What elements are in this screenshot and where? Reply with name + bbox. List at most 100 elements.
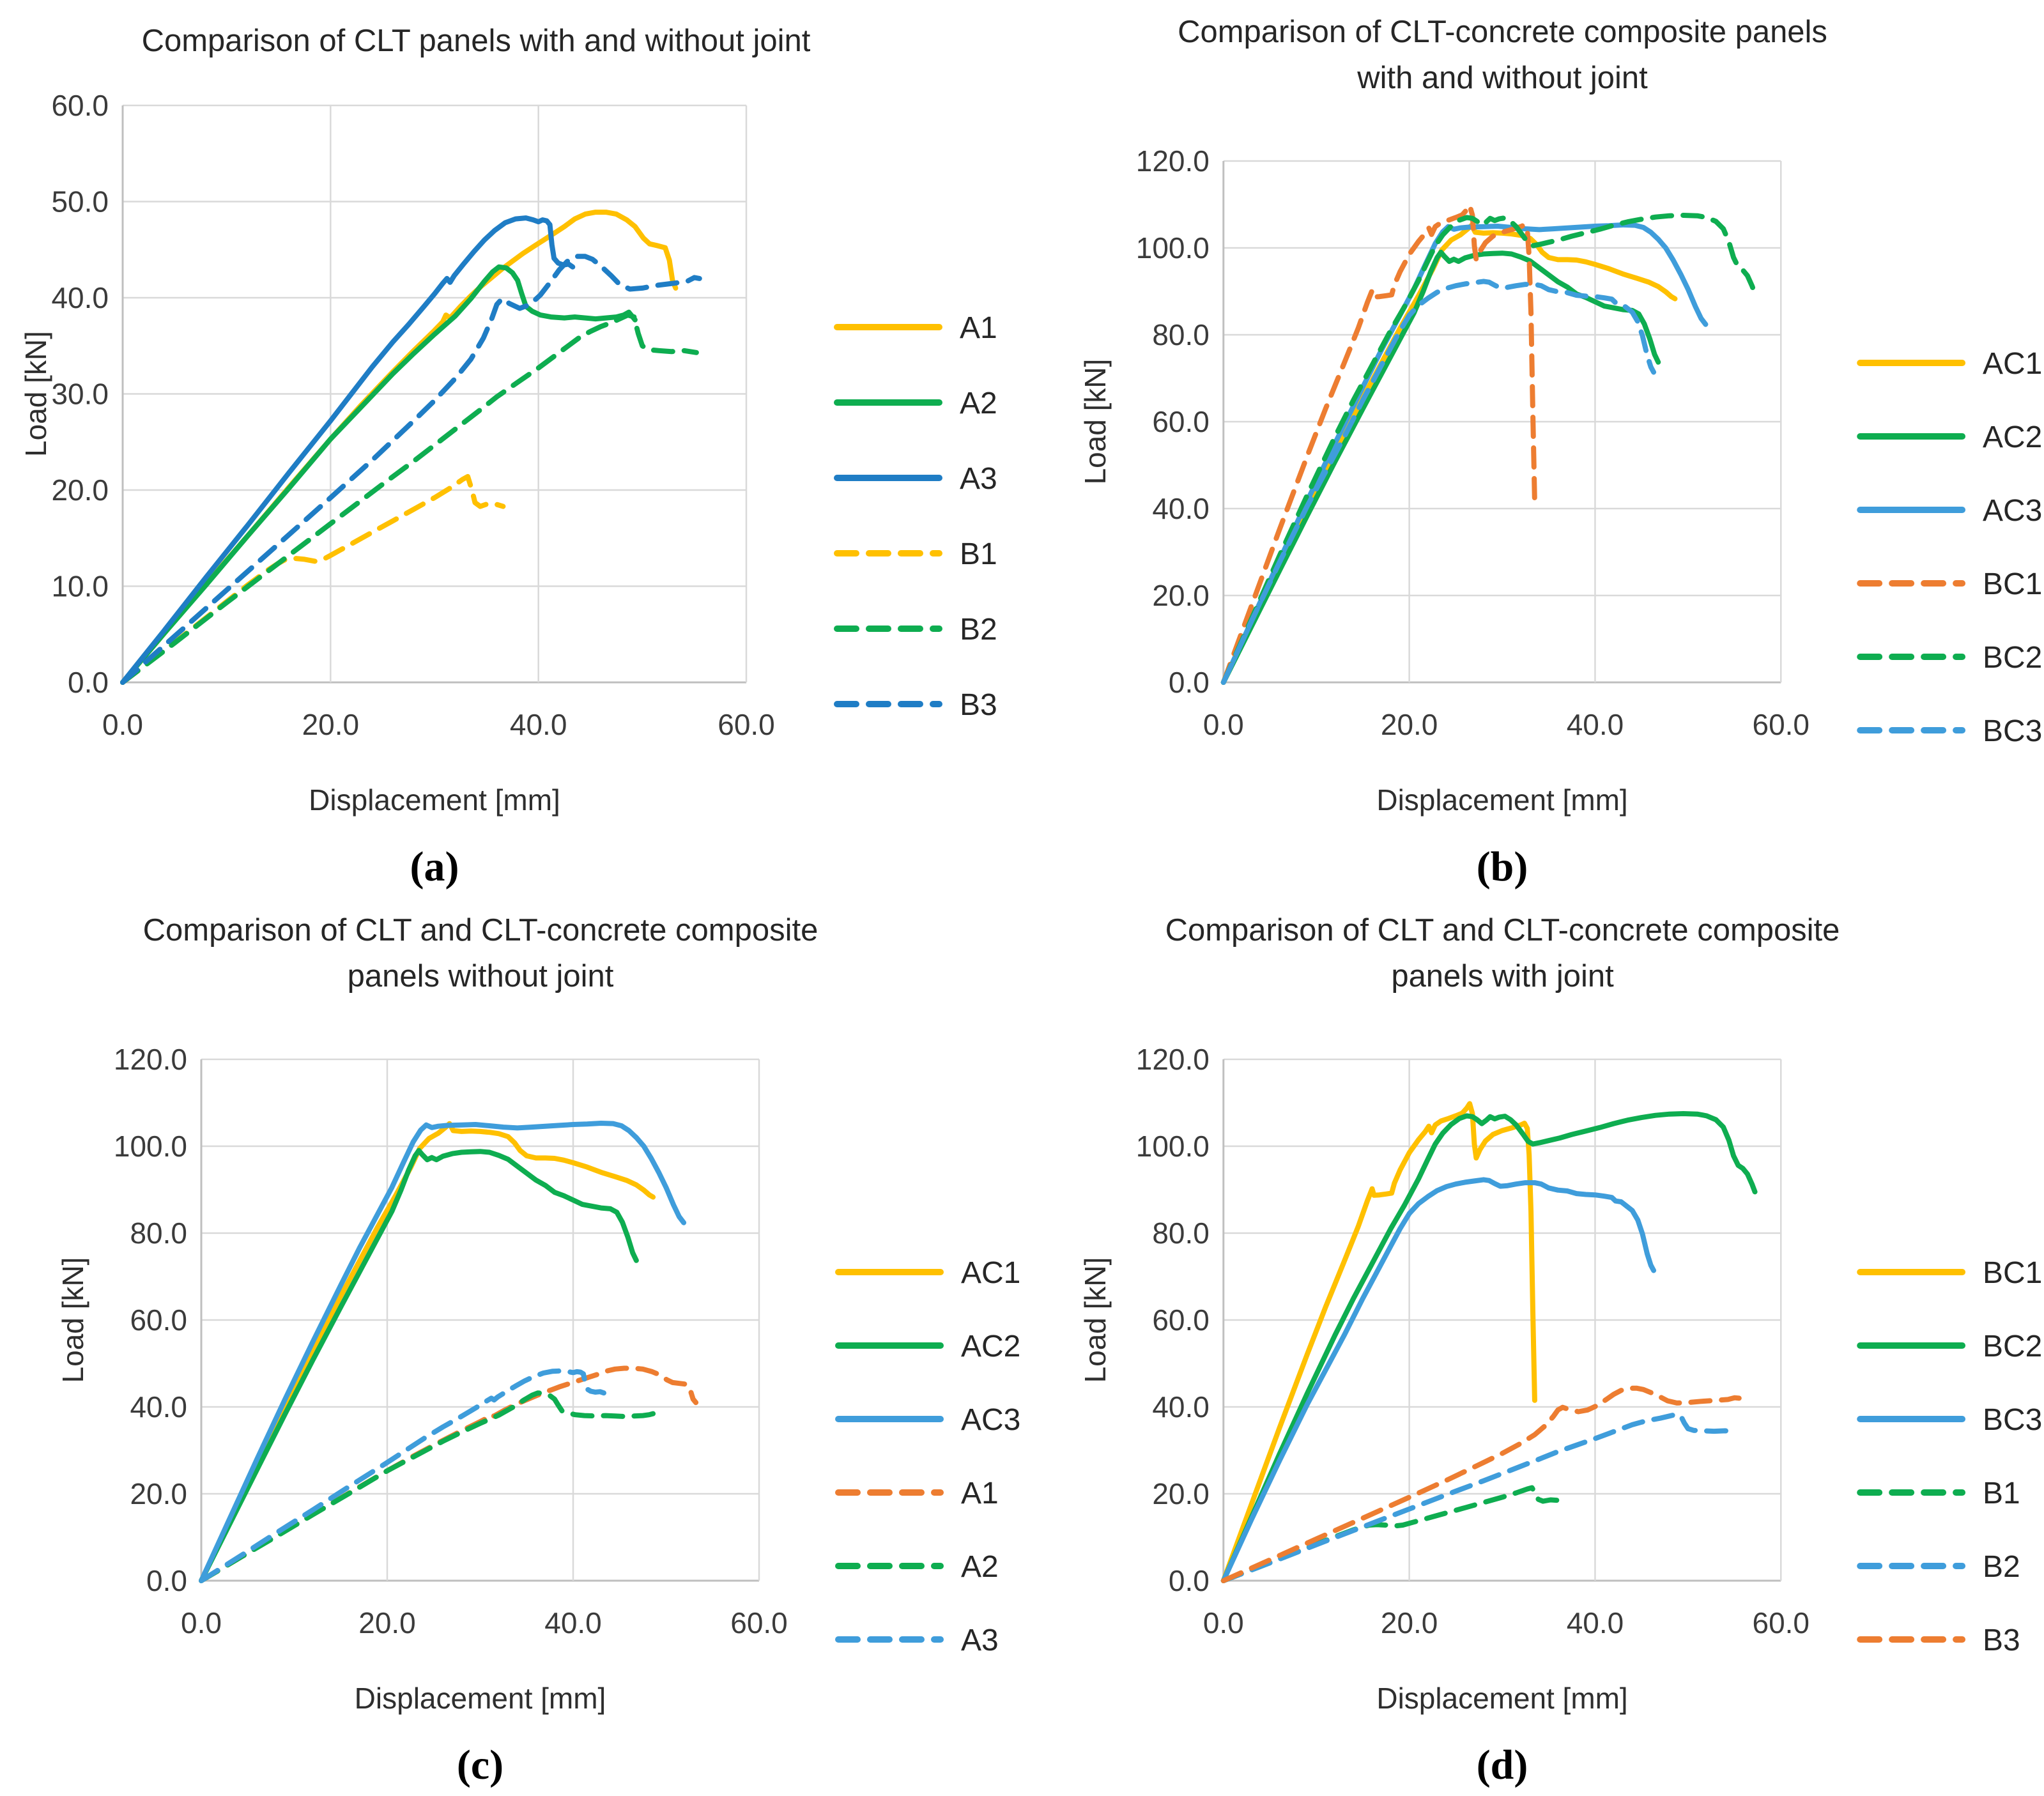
y-tick-label: 40.0 <box>130 1390 187 1424</box>
series-line-A3 <box>199 1368 606 1583</box>
chart-title: Comparison of CLT and CLT-concrete compo… <box>1165 913 1840 948</box>
x-tick-label: 20.0 <box>1381 708 1438 741</box>
legend-label-B2: B2 <box>1983 1550 2020 1584</box>
legend-label-A2: A2 <box>960 387 997 420</box>
x-tick-label: 60.0 <box>730 1606 788 1639</box>
panel-caption: (c) <box>457 1742 503 1788</box>
legend-label-BC3: BC3 <box>1983 1403 2042 1437</box>
y-tick-label: 0.0 <box>68 666 109 699</box>
series-line-A3 <box>120 215 576 685</box>
series-line-B2 <box>1220 1412 1739 1583</box>
y-tick-label: 0.0 <box>1169 666 1210 699</box>
chart-b-canvas: 0.0 20.0 40.0 60.0 80.0 100.0 120.0 0.0 20.0 40.0… <box>1079 15 2042 890</box>
series-line-BC2 <box>1220 213 1758 685</box>
chart-title: with and without joint <box>1356 61 1648 95</box>
chart-title: Comparison of CLT and CLT-concrete compo… <box>143 913 818 948</box>
series-line-BC3 <box>1220 1177 1657 1583</box>
y-tick-label: 20.0 <box>1152 1477 1209 1510</box>
legend-label-AC2: AC2 <box>961 1330 1020 1363</box>
x-tick-label: 0.0 <box>181 1606 222 1639</box>
y-axis-title: Load [kN] <box>1079 1257 1112 1383</box>
series-line-AC3 <box>1220 222 1709 685</box>
y-tick-label: 40.0 <box>1152 1390 1209 1424</box>
chart-panel-b: 0.0 20.0 40.0 60.0 80.0 100.0 120.0 0.0 20.0 40.0… <box>1022 0 2044 894</box>
series-line-BC2 <box>1220 1111 1758 1583</box>
y-tick-label: 20.0 <box>130 1477 187 1510</box>
y-tick-label: 100.0 <box>1136 1130 1210 1163</box>
series-line-A2 <box>199 1390 663 1583</box>
x-tick-label: 40.0 <box>544 1606 602 1639</box>
x-axis-title: Displacement [mm] <box>1376 783 1627 817</box>
y-tick-label: 0.0 <box>146 1564 187 1597</box>
legend-label-B1: B1 <box>960 537 997 571</box>
y-tick-label: 60.0 <box>1152 1303 1209 1337</box>
series-line-AC2 <box>1220 249 1661 685</box>
chart-panel-c: 0.0 20.0 40.0 60.0 80.0 100.0 120.0 0.0 20.0 40.0… <box>0 898 1022 1793</box>
y-tick-label: 80.0 <box>130 1217 187 1250</box>
x-tick-label: 60.0 <box>1753 1606 1810 1639</box>
chart-title: panels without joint <box>348 959 614 994</box>
y-axis-title: Load [kN] <box>56 1257 89 1383</box>
chart-a-canvas: 0.0 10.0 20.0 30.0 40.0 50.0 60.0 0.0 20.0 40.0 60… <box>19 24 997 890</box>
y-tick-label: 60.0 <box>130 1303 187 1337</box>
series-line-BC1 <box>1220 203 1537 685</box>
x-tick-label: 40.0 <box>1567 1606 1624 1639</box>
x-tick-label: 20.0 <box>1381 1606 1438 1639</box>
x-tick-label: 20.0 <box>358 1606 416 1639</box>
series-line-A1 <box>199 1365 699 1583</box>
x-tick-label: 60.0 <box>1753 708 1810 741</box>
y-tick-label: 120.0 <box>1136 1043 1210 1076</box>
legend-label-A1: A1 <box>960 311 997 345</box>
y-tick-label: 40.0 <box>1152 492 1209 525</box>
legend-label-B2: B2 <box>960 613 997 647</box>
series-line-B2 <box>120 312 699 685</box>
x-tick-label: 20.0 <box>302 708 360 741</box>
legend-label-BC2: BC2 <box>1983 1330 2042 1363</box>
legend-label-BC1: BC1 <box>1983 567 2042 601</box>
x-tick-label: 40.0 <box>1567 708 1624 741</box>
legend-label-B3: B3 <box>960 688 997 722</box>
y-tick-label: 50.0 <box>51 185 109 219</box>
y-tick-label: 120.0 <box>114 1043 187 1076</box>
y-tick-label: 30.0 <box>51 378 109 411</box>
legend-label-A3: A3 <box>961 1623 999 1657</box>
legend-label-A2: A2 <box>961 1550 999 1584</box>
panel-caption: (a) <box>410 843 459 890</box>
y-tick-label: 20.0 <box>1152 579 1209 612</box>
series-line-B1 <box>120 473 506 685</box>
y-tick-label: 20.0 <box>51 473 109 507</box>
chart-panel-d: 0.0 20.0 40.0 60.0 80.0 100.0 120.0 0.0 20.0 40.0… <box>1022 898 2044 1793</box>
series-line-AC3 <box>199 1121 687 1583</box>
legend-label-A3: A3 <box>960 462 997 496</box>
legend-label-B3: B3 <box>1983 1623 2020 1657</box>
panel-caption: (d) <box>1477 1742 1528 1788</box>
y-tick-label: 80.0 <box>1152 1217 1209 1250</box>
y-tick-label: 120.0 <box>1136 144 1210 178</box>
y-tick-label: 60.0 <box>1152 405 1209 438</box>
x-axis-title: Displacement [mm] <box>1376 1682 1627 1715</box>
chart-title: panels with joint <box>1391 959 1614 994</box>
y-tick-label: 80.0 <box>1152 318 1209 351</box>
y-tick-label: 60.0 <box>51 89 109 122</box>
y-axis-title: Load [kN] <box>19 331 52 457</box>
legend-label-BC2: BC2 <box>1983 641 2042 675</box>
series-line-B3 <box>1220 1385 1742 1583</box>
x-axis-title: Displacement [mm] <box>355 1682 606 1715</box>
series-line-AC1 <box>199 1121 656 1583</box>
legend-label-AC1: AC1 <box>1983 347 2042 381</box>
y-tick-label: 40.0 <box>51 281 109 314</box>
legend-label-AC2: AC2 <box>1983 420 2042 454</box>
chart-panel-a: 0.0 10.0 20.0 30.0 40.0 50.0 60.0 0.0 20.0 40.0 60… <box>0 0 1022 894</box>
y-tick-label: 0.0 <box>1169 1564 1210 1597</box>
legend-label-AC3: AC3 <box>1983 494 2042 528</box>
series-line-AC2 <box>199 1147 639 1583</box>
y-tick-label: 10.0 <box>51 570 109 603</box>
chart-title: Comparison of CLT-concrete composite pan… <box>1178 15 1827 49</box>
x-tick-label: 60.0 <box>718 708 775 741</box>
series-line-AC1 <box>1220 222 1678 685</box>
x-tick-label: 40.0 <box>510 708 567 741</box>
chart-c-canvas: 0.0 20.0 40.0 60.0 80.0 100.0 120.0 0.0 20.0 40.0… <box>56 913 1020 1788</box>
series-line-BC1 <box>1220 1101 1537 1583</box>
y-tick-label: 100.0 <box>1136 231 1210 265</box>
legend-label-AC3: AC3 <box>961 1403 1020 1437</box>
